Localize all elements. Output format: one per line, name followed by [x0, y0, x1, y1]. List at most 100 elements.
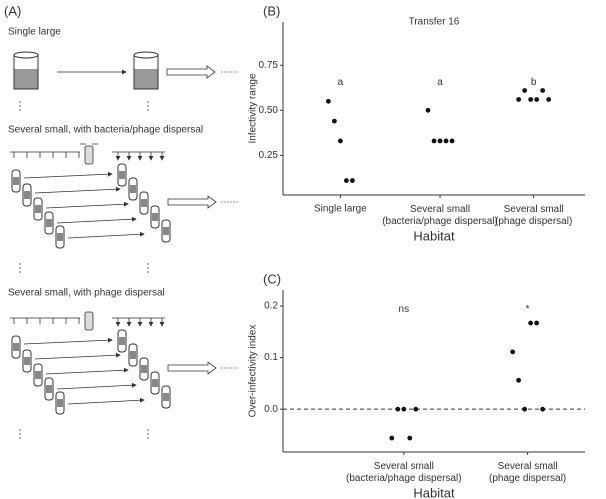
- dot: [147, 433, 149, 435]
- dot: [147, 105, 149, 107]
- bottle: [84, 311, 94, 331]
- arrow: [23, 171, 113, 179]
- arrow: [56, 382, 137, 390]
- dot: [147, 429, 149, 431]
- dot: [224, 367, 226, 369]
- dot: [233, 71, 235, 73]
- point: [395, 406, 401, 412]
- panel-label: (A): [4, 3, 21, 18]
- tube-band: [13, 177, 19, 185]
- beaker-liquid: [14, 69, 38, 89]
- tube-band: [141, 365, 147, 373]
- dot: [230, 201, 232, 203]
- annotation: ns: [399, 304, 410, 315]
- point: [546, 97, 552, 102]
- point: [540, 88, 546, 93]
- section-title: Several small, with bacteria/phage dispe…: [8, 125, 203, 136]
- x-tick-label: Several small (phage dispersal): [489, 461, 566, 484]
- dot: [221, 367, 223, 369]
- tube-band: [130, 351, 136, 359]
- annotation: a: [338, 77, 344, 88]
- dot: [221, 201, 223, 203]
- tube-band: [141, 199, 147, 207]
- dot: [147, 263, 149, 265]
- x-tick-label: Single large: [314, 204, 367, 215]
- point: [437, 138, 443, 144]
- dot: [19, 271, 21, 273]
- tube-band: [130, 185, 136, 193]
- tube-band: [24, 191, 30, 199]
- section-title: Single large: [8, 27, 61, 38]
- beaker-rim: [13, 51, 39, 59]
- arrow: [67, 231, 145, 239]
- dot: [233, 367, 235, 369]
- arrow: [45, 367, 129, 375]
- y-tick-label: 0.2: [264, 301, 278, 312]
- point: [528, 97, 534, 102]
- point: [331, 118, 337, 124]
- dot: [19, 105, 21, 107]
- y-axis-label: Over-infectivity index: [248, 325, 259, 418]
- dot: [147, 109, 149, 111]
- tube-band: [152, 379, 158, 387]
- tube-band: [152, 213, 158, 221]
- x-tick-label: Several small (phage dispersal): [495, 204, 572, 227]
- dot: [147, 267, 149, 269]
- dot: [19, 429, 21, 431]
- point: [343, 178, 349, 183]
- tube-band: [57, 399, 63, 407]
- arrow: [56, 216, 137, 224]
- dot: [236, 71, 238, 73]
- dot: [230, 367, 232, 369]
- point: [534, 97, 540, 102]
- dot: [227, 201, 229, 203]
- annotation: *: [526, 304, 530, 315]
- dot: [230, 71, 232, 73]
- x-tick-label: Several small (bacteria/phage dispersal): [382, 204, 498, 227]
- point: [407, 435, 413, 441]
- tube-band: [163, 227, 169, 235]
- panel-label: (C): [263, 271, 281, 286]
- dot: [224, 201, 226, 203]
- tube-band: [46, 385, 52, 393]
- point: [516, 97, 522, 102]
- beaker: [13, 55, 39, 90]
- tube-band: [163, 393, 169, 401]
- tube-band: [57, 233, 63, 241]
- dot: [19, 267, 21, 269]
- dot: [236, 367, 238, 369]
- dot: [147, 437, 149, 439]
- point: [337, 138, 343, 144]
- dot: [147, 101, 149, 103]
- point: [449, 138, 455, 144]
- point: [349, 178, 355, 183]
- point: [528, 320, 534, 326]
- arrow: [67, 397, 145, 405]
- tube-band: [24, 357, 30, 365]
- open-arrow: [166, 65, 216, 79]
- chart-title: Transfer 16: [409, 17, 460, 28]
- tube-band: [46, 219, 52, 227]
- point: [510, 349, 516, 355]
- panel-label: (B): [263, 3, 280, 18]
- arrow: [34, 186, 121, 194]
- dot: [19, 437, 21, 439]
- arrow: [23, 337, 113, 345]
- point: [522, 88, 528, 93]
- point: [425, 107, 431, 113]
- y-tick-label: 0.75: [259, 60, 279, 71]
- dot: [233, 201, 235, 203]
- y-axis-label: Infectivity range: [248, 73, 259, 143]
- dot: [221, 71, 223, 73]
- tube-band: [119, 337, 125, 345]
- tube-band: [35, 205, 41, 213]
- x-axis-label: Habitat: [413, 228, 455, 243]
- point: [516, 377, 522, 383]
- dot: [224, 71, 226, 73]
- y-tick-label: 0.25: [259, 150, 279, 161]
- tube-band: [119, 171, 125, 179]
- point: [401, 406, 407, 412]
- open-arrow: [167, 361, 217, 375]
- point: [325, 98, 331, 104]
